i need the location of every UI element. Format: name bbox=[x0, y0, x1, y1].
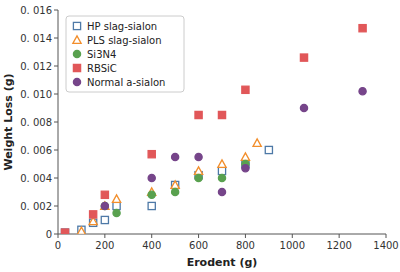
y-tick bbox=[54, 234, 58, 235]
plot-area bbox=[61, 25, 366, 234]
point bbox=[113, 202, 120, 209]
point bbox=[171, 181, 179, 188]
point bbox=[194, 167, 202, 174]
point bbox=[195, 111, 202, 118]
point bbox=[172, 153, 179, 160]
legend-label: PLS slag-sialon bbox=[87, 35, 162, 46]
point bbox=[242, 165, 249, 172]
point bbox=[265, 146, 272, 153]
legend-box bbox=[66, 16, 184, 92]
x-tick-label: 400 bbox=[142, 240, 161, 251]
point bbox=[101, 216, 108, 223]
legend-marker bbox=[73, 50, 80, 57]
x-tick-label: 1000 bbox=[280, 240, 305, 251]
y-tick bbox=[54, 66, 58, 67]
legend-marker bbox=[73, 36, 81, 43]
point bbox=[112, 195, 120, 202]
y-tick-label: 0. 014 bbox=[20, 33, 52, 44]
point bbox=[148, 151, 155, 158]
point bbox=[61, 229, 68, 234]
point bbox=[148, 191, 155, 198]
point bbox=[195, 174, 202, 181]
y-tick-label: 0. 008 bbox=[20, 117, 52, 128]
x-tick bbox=[339, 234, 340, 238]
y-tick-label: 0. 004 bbox=[20, 173, 52, 184]
x-tick bbox=[104, 234, 105, 238]
point bbox=[61, 229, 68, 234]
y-tick-label: 0. 012 bbox=[20, 61, 52, 72]
point bbox=[218, 174, 225, 181]
point bbox=[218, 167, 225, 174]
point bbox=[172, 188, 179, 195]
legend-label: HP slag-sialon bbox=[87, 21, 157, 32]
x-tick bbox=[58, 234, 59, 238]
legend-marker bbox=[73, 78, 80, 85]
chart: 0 200 400 600 800 1000 1200 1400 0 0. 002 0. 004 0.… bbox=[0, 0, 400, 272]
point bbox=[101, 191, 108, 198]
x-tick-label: 200 bbox=[95, 240, 114, 251]
x-tick-label: 800 bbox=[236, 240, 255, 251]
point bbox=[77, 227, 85, 234]
point bbox=[218, 111, 225, 118]
series bbox=[61, 146, 272, 234]
point bbox=[218, 188, 225, 195]
y-tick bbox=[54, 38, 58, 39]
legend-marker bbox=[73, 64, 80, 71]
x-tick bbox=[151, 234, 152, 238]
x-tick-label: 0 bbox=[55, 240, 61, 251]
x-axis-label: Erodent (g) bbox=[187, 256, 258, 269]
point bbox=[253, 139, 261, 146]
point bbox=[148, 174, 155, 181]
legend-label: RBSiC bbox=[87, 63, 117, 74]
point bbox=[101, 202, 109, 209]
y-tick-label: 0 bbox=[46, 229, 52, 240]
x-tick bbox=[198, 234, 199, 238]
point bbox=[90, 211, 97, 218]
x-axis-line bbox=[58, 234, 386, 235]
point bbox=[359, 88, 366, 95]
legend-marker bbox=[73, 22, 80, 29]
x-tick-label: 1400 bbox=[373, 240, 398, 251]
point bbox=[113, 209, 120, 216]
series bbox=[77, 139, 261, 234]
point bbox=[242, 86, 249, 93]
y-tick bbox=[54, 206, 58, 207]
point bbox=[359, 25, 366, 32]
point bbox=[101, 202, 108, 209]
y-tick-label: 0. 006 bbox=[20, 145, 52, 156]
x-tick bbox=[245, 234, 246, 238]
point bbox=[195, 153, 202, 160]
point bbox=[172, 181, 179, 188]
y-tick bbox=[54, 94, 58, 95]
point bbox=[148, 202, 155, 209]
series bbox=[101, 88, 366, 210]
legend: HP slag-sialon PLS slag-sialon Si3N4 RBSiC N… bbox=[66, 16, 184, 92]
point bbox=[218, 160, 226, 167]
x-tick-label: 1200 bbox=[326, 240, 351, 251]
legend-label: Normal a-sialon bbox=[87, 77, 165, 88]
y-tick bbox=[54, 122, 58, 123]
x-tick bbox=[292, 234, 293, 238]
y-tick-label: 0. 010 bbox=[20, 89, 52, 100]
point bbox=[300, 104, 307, 111]
y-axis-label: Weight Loss (g) bbox=[2, 73, 15, 170]
point bbox=[300, 54, 307, 61]
x-tick bbox=[386, 234, 387, 238]
y-tick bbox=[54, 178, 58, 179]
y-tick bbox=[54, 10, 58, 11]
series bbox=[101, 160, 249, 216]
axes: 0 200 400 600 800 1000 1200 1400 0 0. 002 0. 004 0.… bbox=[20, 5, 399, 252]
point bbox=[101, 202, 108, 209]
series bbox=[61, 25, 366, 234]
legend-label: Si3N4 bbox=[87, 49, 116, 60]
x-tick-label: 600 bbox=[189, 240, 208, 251]
y-tick-label: 0. 016 bbox=[20, 5, 52, 16]
y-tick-label: 0. 002 bbox=[20, 201, 52, 212]
y-tick bbox=[54, 150, 58, 151]
point bbox=[241, 153, 249, 160]
